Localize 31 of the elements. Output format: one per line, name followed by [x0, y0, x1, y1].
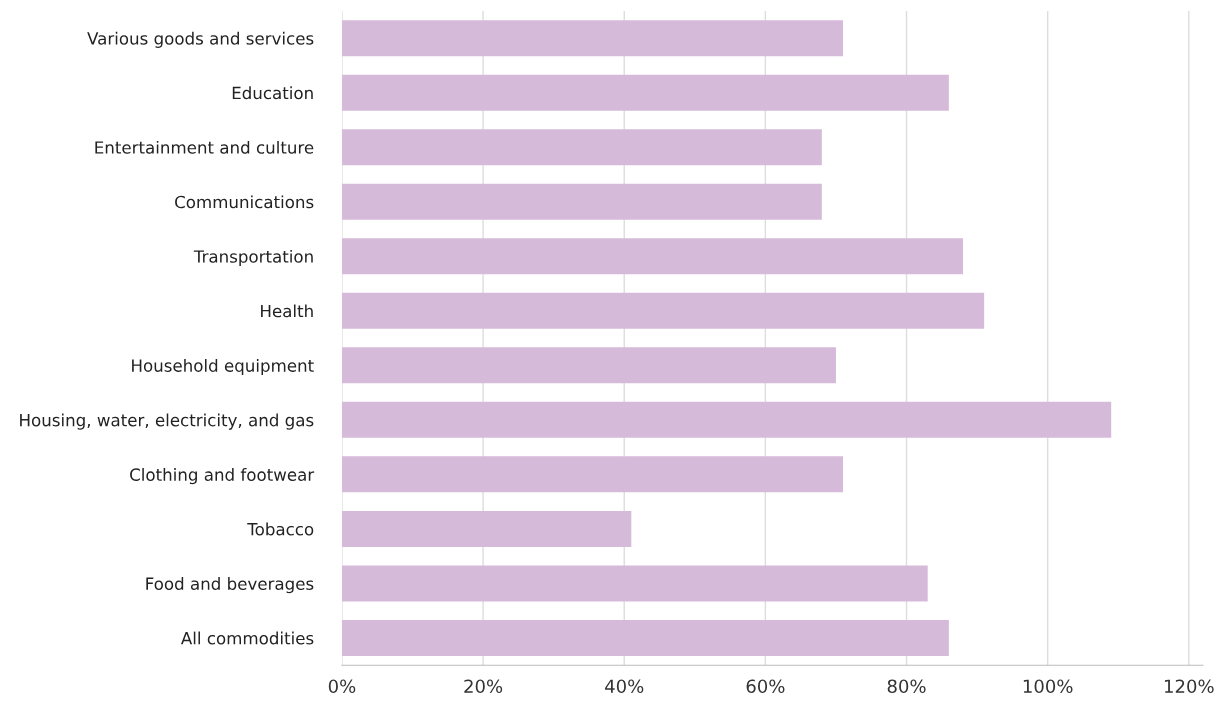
y-tick-label: Housing, water, electricity, and gas — [20, 413, 314, 430]
y-tick-label: Entertainment and culture — [95, 140, 314, 154]
bar — [341, 401, 1112, 438]
y-tick-label: Education — [232, 86, 313, 100]
y-tick-label: Communications — [175, 195, 314, 209]
x-tick-label: 100% — [1023, 679, 1073, 694]
bar — [341, 74, 949, 111]
bar — [341, 347, 836, 384]
bar — [341, 183, 822, 220]
y-tick-label: Health — [261, 304, 313, 318]
bar — [341, 619, 949, 656]
y-tick-label: Various goods and services — [87, 31, 314, 48]
bar — [341, 238, 963, 275]
x-tick-label: 0% — [328, 679, 356, 694]
bar — [341, 292, 985, 329]
bar — [341, 510, 632, 547]
x-tick-label: 120% — [1165, 679, 1214, 694]
y-tick-label: Food and beverages — [146, 577, 314, 594]
x-tick-label: 60% — [746, 679, 785, 694]
bar — [341, 20, 844, 57]
y-tick-label: All commodities — [180, 631, 314, 645]
bar — [341, 565, 928, 602]
y-tick-label: Household equipment — [132, 358, 314, 376]
bar — [341, 456, 844, 493]
x-tick-label: 80% — [887, 679, 926, 694]
y-tick-label: Transportation — [193, 249, 313, 267]
y-tick-label: Tobacco — [247, 522, 314, 536]
y-tick-label: Clothing and footwear — [130, 468, 315, 485]
bar — [341, 129, 822, 166]
x-tick-label: 40% — [605, 679, 644, 694]
x-tick-label: 20% — [464, 679, 503, 694]
